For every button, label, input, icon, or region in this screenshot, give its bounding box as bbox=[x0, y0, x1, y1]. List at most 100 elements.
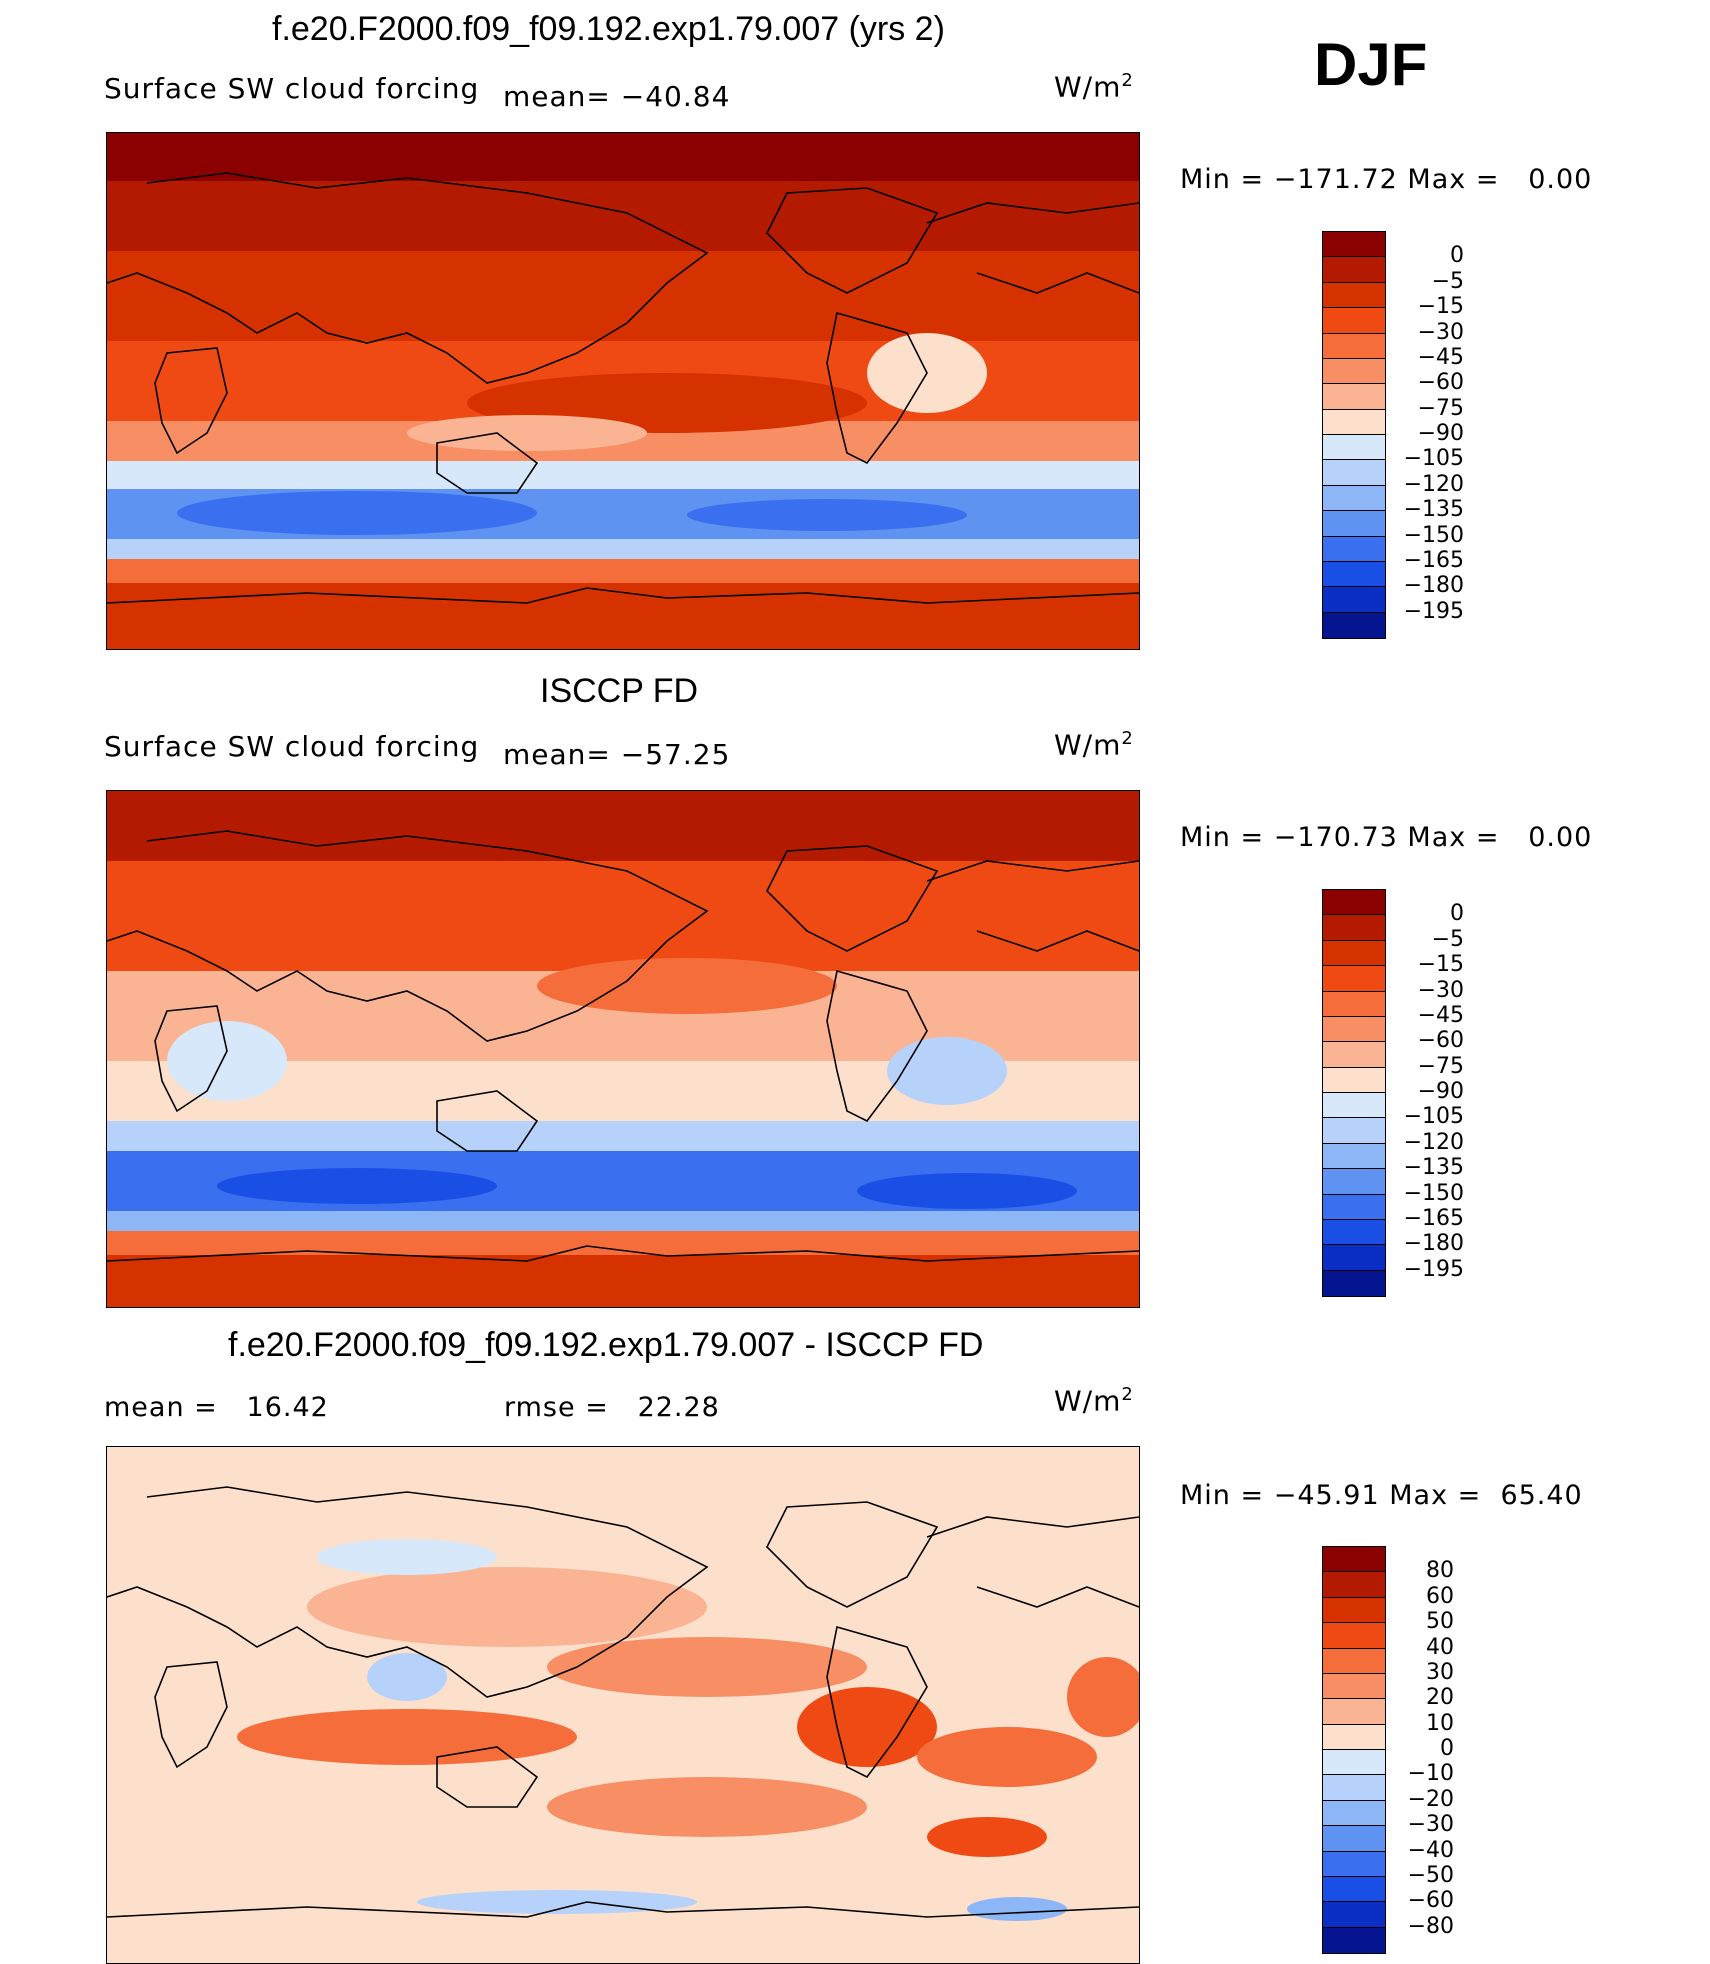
panel3-mean-label: mean = bbox=[104, 1392, 218, 1423]
panel1-colorbar-cell bbox=[1323, 308, 1385, 334]
panel3-colorbar-tick: −10 bbox=[1407, 1761, 1454, 1787]
panel3-colorbar-cell bbox=[1323, 1648, 1385, 1674]
panel2-colorbar-tick: −120 bbox=[1403, 1129, 1464, 1155]
panel3-colorbar-tick: −50 bbox=[1407, 1862, 1454, 1888]
panel3-colorbar-cell bbox=[1323, 1775, 1385, 1801]
panel2-title: ISCCP FD bbox=[540, 672, 699, 710]
panel2-units-text: W/m bbox=[1054, 728, 1122, 762]
panel2-colorbar-cell bbox=[1323, 1016, 1385, 1043]
panel3-colorbar-cell bbox=[1323, 1750, 1385, 1776]
panel3-colorbar-cell bbox=[1323, 1623, 1385, 1649]
panel3-units-sup: 2 bbox=[1121, 1384, 1134, 1405]
panel3-colorbar-cell bbox=[1323, 1851, 1385, 1877]
panel3-colorbar-tick: 10 bbox=[1426, 1710, 1454, 1736]
panel2-colorbar-tick: −105 bbox=[1403, 1104, 1464, 1130]
panel2-colorbar-cell bbox=[1323, 991, 1385, 1017]
panel2-map-svg bbox=[107, 791, 1139, 1307]
panel1-colorbar-tick: −60 bbox=[1417, 370, 1464, 396]
panel2-colorbar-cell bbox=[1323, 1093, 1385, 1119]
panel1-colorbar-tick: −45 bbox=[1417, 344, 1464, 370]
panel3-min-value: −45.91 bbox=[1273, 1480, 1380, 1511]
panel1-colorbar-cell bbox=[1323, 612, 1385, 638]
panel2-colorbar-cell bbox=[1323, 1067, 1385, 1093]
panel2-colorbar-cell bbox=[1323, 1194, 1385, 1220]
panel2-colorbar-tick: −15 bbox=[1417, 952, 1464, 978]
panel3-colorbar-cell bbox=[1323, 1572, 1385, 1598]
panel2-subtitle: Surface SW cloud forcing bbox=[104, 730, 480, 763]
panel1-colorbar-cell bbox=[1323, 333, 1385, 359]
panel2-map bbox=[106, 790, 1140, 1308]
panel2-colorbar-tick: −60 bbox=[1417, 1028, 1464, 1054]
panel3-colorbar-tick: −60 bbox=[1407, 1888, 1454, 1914]
panel3-map-svg bbox=[107, 1447, 1139, 1963]
panel3-max-value: 65.40 bbox=[1500, 1480, 1583, 1511]
panel1-max-value: 0.00 bbox=[1528, 164, 1593, 195]
panel3-title: f.e20.F2000.f09_f09.192.exp1.79.007 - IS… bbox=[228, 1326, 984, 1364]
panel1-colorbar-tick: −120 bbox=[1403, 471, 1464, 497]
panel3-colorbar-tick: −40 bbox=[1407, 1837, 1454, 1863]
panel1-colorbar-tick: −135 bbox=[1403, 497, 1464, 523]
panel3-colorbar-cell bbox=[1323, 1699, 1385, 1725]
panel2-colorbar-tick: −5 bbox=[1431, 926, 1464, 952]
panel3-colorbar-cell bbox=[1323, 1902, 1385, 1928]
panel1-colorbar bbox=[1322, 231, 1386, 639]
panel1-title: f.e20.F2000.f09_f09.192.exp1.79.007 (yrs… bbox=[272, 10, 945, 48]
panel3-colorbar-tick: 40 bbox=[1426, 1634, 1454, 1660]
panel2-mean: mean= −57.25 bbox=[503, 738, 730, 771]
panel3-colorbar-tick: −30 bbox=[1407, 1812, 1454, 1838]
panel3-colorbar-cell bbox=[1323, 1927, 1385, 1953]
panel3-colorbar-cell bbox=[1323, 1876, 1385, 1903]
panel3-mean-value: 16.42 bbox=[246, 1392, 329, 1423]
panel1-colorbar-cell bbox=[1323, 587, 1385, 613]
panel2-mean-label: mean= bbox=[503, 738, 611, 771]
panel2-colorbar-tick: 0 bbox=[1450, 901, 1464, 927]
panel1-colorbar-cell bbox=[1323, 561, 1385, 588]
panel1-colorbar-cell bbox=[1323, 460, 1385, 486]
panel2-mean-value: −57.25 bbox=[620, 738, 731, 771]
panel1-subtitle: Surface SW cloud forcing bbox=[104, 72, 480, 105]
panel3-colorbar-tick: −20 bbox=[1407, 1786, 1454, 1812]
panel1-colorbar-tick: −5 bbox=[1431, 268, 1464, 294]
season-label: DJF bbox=[1314, 31, 1428, 98]
panel3-colorbar-cell bbox=[1323, 1724, 1385, 1750]
panel2-colorbar-tick: −150 bbox=[1403, 1180, 1464, 1206]
panel1-colorbar-cell bbox=[1323, 511, 1385, 537]
panel1-colorbar-tick: −30 bbox=[1417, 319, 1464, 345]
panel3-colorbar-tick: 50 bbox=[1426, 1609, 1454, 1635]
panel1-colorbar-tick: −105 bbox=[1403, 446, 1464, 472]
panel1-max-label: Max bbox=[1407, 164, 1467, 195]
panel3-colorbar-cell bbox=[1323, 1547, 1385, 1573]
panel1-colorbar-tick: −15 bbox=[1417, 294, 1464, 320]
panel1-mean-value: −40.84 bbox=[620, 80, 731, 113]
panel2-minmax: Min = −170.73 Max = 0.00 bbox=[1180, 822, 1593, 853]
panel3-map bbox=[106, 1446, 1140, 1964]
panel1-map-svg bbox=[107, 133, 1139, 649]
panel2-colorbar-cell bbox=[1323, 1042, 1385, 1068]
panel3-max-label: Max bbox=[1389, 1480, 1449, 1511]
panel3-colorbar-cell bbox=[1323, 1800, 1385, 1827]
panel2-units-sup: 2 bbox=[1121, 728, 1134, 749]
panel1-colorbar-cell bbox=[1323, 536, 1385, 562]
panel3-rmse-label: rmse = bbox=[504, 1392, 609, 1423]
panel1-colorbar-cell bbox=[1323, 485, 1385, 512]
panel2-colorbar-cell bbox=[1323, 1219, 1385, 1246]
panel3-colorbar-cell bbox=[1323, 1826, 1385, 1852]
panel2-colorbar-tick: −195 bbox=[1403, 1256, 1464, 1282]
panel2-colorbar-ticks: 0 −5 −15 −30 −45 −60 −75 −90 −105 −120 −135 −150 −16… bbox=[1390, 889, 1464, 1295]
panel3-colorbar-tick: 60 bbox=[1426, 1583, 1454, 1609]
panel3-colorbar-tick: −80 bbox=[1407, 1913, 1454, 1939]
panel1-colorbar-cell bbox=[1323, 257, 1385, 283]
panel3-colorbar-cell bbox=[1323, 1673, 1385, 1700]
panel2-colorbar-cell bbox=[1323, 1118, 1385, 1144]
panel1-colorbar-cell bbox=[1323, 358, 1385, 385]
panel2-colorbar-cell bbox=[1323, 1245, 1385, 1271]
panel2-colorbar-tick: −165 bbox=[1403, 1205, 1464, 1231]
panel1-colorbar-tick: 0 bbox=[1450, 243, 1464, 269]
panel1-colorbar-tick: −165 bbox=[1403, 547, 1464, 573]
panel1-colorbar-tick: −90 bbox=[1417, 421, 1464, 446]
panel3-minmax: Min = −45.91 Max = 65.40 bbox=[1180, 1480, 1583, 1511]
panel1-colorbar-cell bbox=[1323, 282, 1385, 309]
panel1-colorbar-tick: −195 bbox=[1403, 598, 1464, 624]
panel2-colorbar-cell bbox=[1323, 890, 1385, 916]
panel2-colorbar-cell bbox=[1323, 1169, 1385, 1195]
